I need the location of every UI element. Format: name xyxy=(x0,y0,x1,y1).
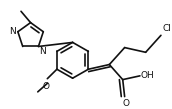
Text: N: N xyxy=(39,47,46,56)
Text: OH: OH xyxy=(141,71,155,80)
Text: N: N xyxy=(9,27,16,36)
Text: Cl: Cl xyxy=(163,24,172,33)
Text: O: O xyxy=(43,82,50,91)
Text: O: O xyxy=(122,99,129,108)
